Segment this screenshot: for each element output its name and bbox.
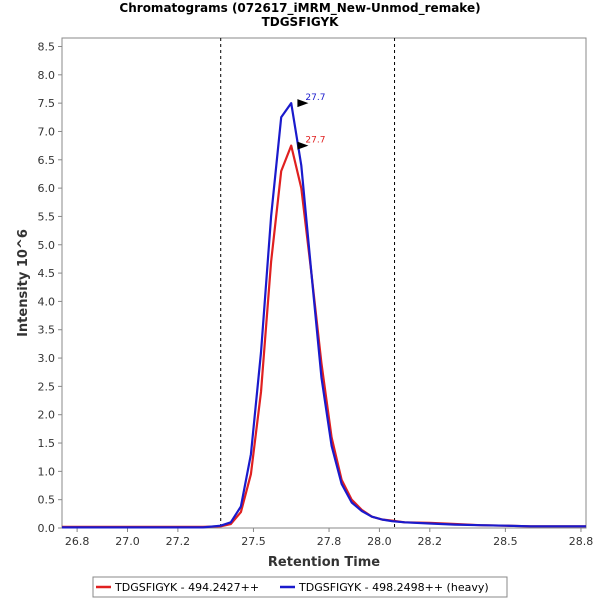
y-tick-label: 8.5 (38, 40, 56, 53)
y-tick-label: 5.0 (38, 239, 56, 252)
plot-area (61, 37, 587, 529)
y-axis-label: Intensity 10^6 (16, 229, 31, 337)
peak-arrow-1 (297, 99, 309, 108)
y-tick-label: 1.0 (38, 465, 56, 478)
series-line-1 (62, 101, 586, 529)
x-tick-label: 28.0 (367, 535, 392, 548)
y-tick-label: 6.5 (38, 154, 56, 167)
x-tick-label: 27.5 (241, 535, 266, 548)
y-tick-label: 0.5 (38, 494, 56, 507)
x-tick-label: 27.8 (317, 535, 342, 548)
peak-label-0: 27.7 (305, 136, 325, 146)
series-group (62, 101, 586, 529)
chart-subtitle: TDGSFIGYK (262, 15, 340, 29)
y-tick-label: 2.0 (38, 409, 56, 422)
legend-box (92, 576, 508, 598)
x-tick-label: 28.8 (569, 535, 594, 548)
x-tick-label: 28.5 (493, 535, 518, 548)
y-tick-label: 5.5 (38, 210, 56, 223)
y-tick-label: 7.0 (38, 125, 56, 138)
x-axis-label: Retention Time (268, 555, 380, 570)
y-tick-label: 0.0 (38, 522, 56, 535)
y-tick-label: 7.5 (38, 97, 56, 110)
y-tick-label: 8.0 (38, 69, 56, 82)
y-tick-label: 3.5 (38, 324, 56, 337)
y-tick-label: 4.5 (38, 267, 56, 280)
legend-label-light: TDGSFIGYK - 494.2427++ (114, 581, 259, 594)
x-tick-label: 26.8 (65, 535, 90, 548)
y-tick-label: 2.5 (38, 380, 56, 393)
y-axis: 0.0 0.5 1.0 1.5 2.0 2.5 3.0 3.5 4.0 4.5 5.0 5.5 6.0 6… (38, 40, 62, 535)
legend: TDGSFIGYK - 494.2427++ TDGSFIGYK - 498.2… (92, 576, 508, 598)
x-tick-label: 27.0 (115, 535, 140, 548)
legend-label-heavy: TDGSFIGYK - 498.2498++ (heavy) (298, 581, 489, 594)
peak-markers: 27.7 27.7 (297, 93, 325, 150)
x-tick-label: 27.2 (166, 535, 191, 548)
x-axis: 26.8 27.0 27.2 27.5 27.8 28.0 28.2 28.5 28.8 (65, 528, 593, 548)
chart-title: Chromatograms (072617_iMRM_New-Unmod_rem… (119, 1, 480, 16)
x-tick-label: 28.2 (418, 535, 443, 548)
peak-boundaries (220, 38, 396, 528)
peak-arrow-0 (297, 141, 309, 150)
y-tick-label: 1.5 (38, 437, 56, 450)
y-tick-label: 6.0 (38, 182, 56, 195)
y-tick-label: 4.0 (38, 295, 56, 308)
peak-label-1: 27.7 (305, 93, 325, 103)
y-tick-label: 3.0 (38, 352, 56, 365)
